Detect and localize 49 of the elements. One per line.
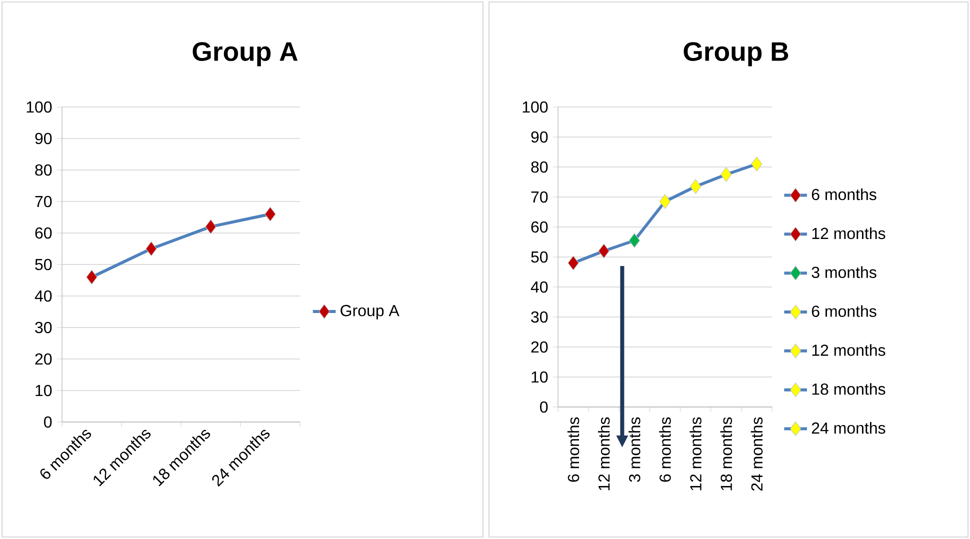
y-tick-label: 20 bbox=[35, 353, 52, 365]
y-tick-label: 90 bbox=[35, 132, 52, 144]
y-tick-label: 50 bbox=[35, 258, 52, 270]
legend-label: 12 months bbox=[812, 344, 886, 356]
x-tick-label: 12 months bbox=[598, 417, 610, 490]
chart-title: Group A bbox=[192, 42, 298, 66]
y-tick-label: 60 bbox=[35, 227, 52, 239]
legend-label: 6 months bbox=[812, 305, 876, 317]
legend-label: 6 months bbox=[812, 188, 876, 200]
legend-label: Group A bbox=[340, 304, 400, 320]
y-tick-label: 100 bbox=[522, 101, 548, 113]
y-tick-label: 50 bbox=[531, 251, 548, 263]
chart-title: Group B bbox=[684, 42, 788, 66]
x-tick-label: 12 months bbox=[690, 417, 702, 490]
point bbox=[659, 194, 671, 209]
point bbox=[690, 179, 702, 194]
y-tick-label: 60 bbox=[531, 221, 548, 233]
point bbox=[568, 256, 579, 270]
point bbox=[205, 219, 216, 234]
y-tick-label: 10 bbox=[36, 384, 52, 396]
x-tick-label: 6 months bbox=[659, 417, 671, 482]
legend-label: 18 months bbox=[812, 383, 886, 395]
x-tick-label: 6 months bbox=[567, 417, 580, 482]
y-tick-label: 40 bbox=[530, 281, 548, 293]
x-tick-label: 18 months bbox=[720, 417, 732, 490]
y-tick-label: 100 bbox=[26, 101, 52, 113]
y-tick-label: 40 bbox=[34, 290, 52, 302]
y-tick-label: 30 bbox=[35, 322, 52, 334]
legend-label: 12 months bbox=[812, 227, 886, 240]
point bbox=[720, 167, 732, 182]
y-tick-label: 80 bbox=[35, 164, 52, 176]
x-tick-label: 3 months bbox=[628, 417, 640, 482]
y-tick-label: 90 bbox=[531, 131, 548, 143]
y-tick-label: 0 bbox=[44, 416, 52, 428]
point bbox=[146, 241, 157, 256]
y-tick-label: 30 bbox=[531, 311, 548, 323]
legend-label: 3 months bbox=[812, 266, 876, 278]
point bbox=[628, 233, 640, 248]
y-tick-label: 70 bbox=[35, 196, 52, 208]
point bbox=[751, 156, 762, 172]
point bbox=[598, 244, 610, 258]
y-tick-label: 0 bbox=[540, 401, 548, 413]
y-tick-label: 80 bbox=[531, 161, 548, 173]
y-tick-label: 70 bbox=[531, 191, 548, 203]
point bbox=[86, 270, 98, 284]
y-tick-label: 20 bbox=[531, 341, 548, 353]
point bbox=[264, 206, 276, 222]
x-tick-label: 24 months bbox=[750, 417, 763, 491]
y-tick-label: 10 bbox=[532, 371, 548, 383]
